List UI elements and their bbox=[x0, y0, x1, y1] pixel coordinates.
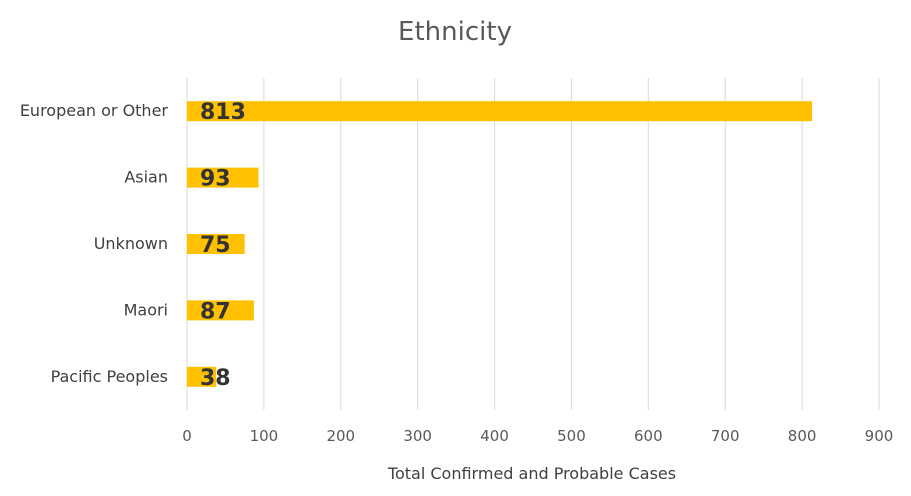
category-label: European or Other bbox=[20, 101, 169, 120]
x-tick-labels: 0 100 200 300 400 500 600 700 800 900 bbox=[182, 427, 893, 445]
x-tick-label: 800 bbox=[788, 427, 817, 445]
category-label: Unknown bbox=[94, 234, 168, 253]
data-label: 93 bbox=[200, 167, 231, 192]
x-axis-label: Total Confirmed and Probable Cases bbox=[387, 464, 676, 483]
x-tick-label: 700 bbox=[711, 427, 740, 445]
data-label: 87 bbox=[200, 299, 231, 324]
x-tick-label: 900 bbox=[865, 427, 894, 445]
x-tick-label: 600 bbox=[634, 427, 663, 445]
chart-title: Ethnicity bbox=[398, 17, 512, 47]
data-label: 813 bbox=[200, 100, 246, 125]
category-labels: European or Other Asian Unknown Maori Pacifi… bbox=[20, 101, 169, 386]
category-label: Pacific Peoples bbox=[51, 367, 168, 386]
data-labels: 813 93 75 87 38 bbox=[200, 100, 246, 391]
x-tick-label: 200 bbox=[326, 427, 355, 445]
gridlines bbox=[186, 78, 880, 410]
x-tick-label: 400 bbox=[480, 427, 509, 445]
data-label: 38 bbox=[200, 366, 231, 391]
bar bbox=[187, 366, 217, 387]
x-tick-label: 500 bbox=[557, 427, 586, 445]
data-label: 75 bbox=[200, 233, 231, 258]
bar bbox=[187, 101, 813, 122]
x-tick-label: 100 bbox=[250, 427, 279, 445]
bars bbox=[187, 101, 813, 387]
bar bbox=[187, 234, 245, 254]
category-label: Asian bbox=[124, 168, 168, 187]
category-label: Maori bbox=[124, 300, 168, 319]
x-tick-label: 0 bbox=[182, 427, 192, 445]
bar bbox=[187, 300, 254, 321]
bar bbox=[187, 167, 259, 188]
x-tick-label: 300 bbox=[403, 427, 432, 445]
